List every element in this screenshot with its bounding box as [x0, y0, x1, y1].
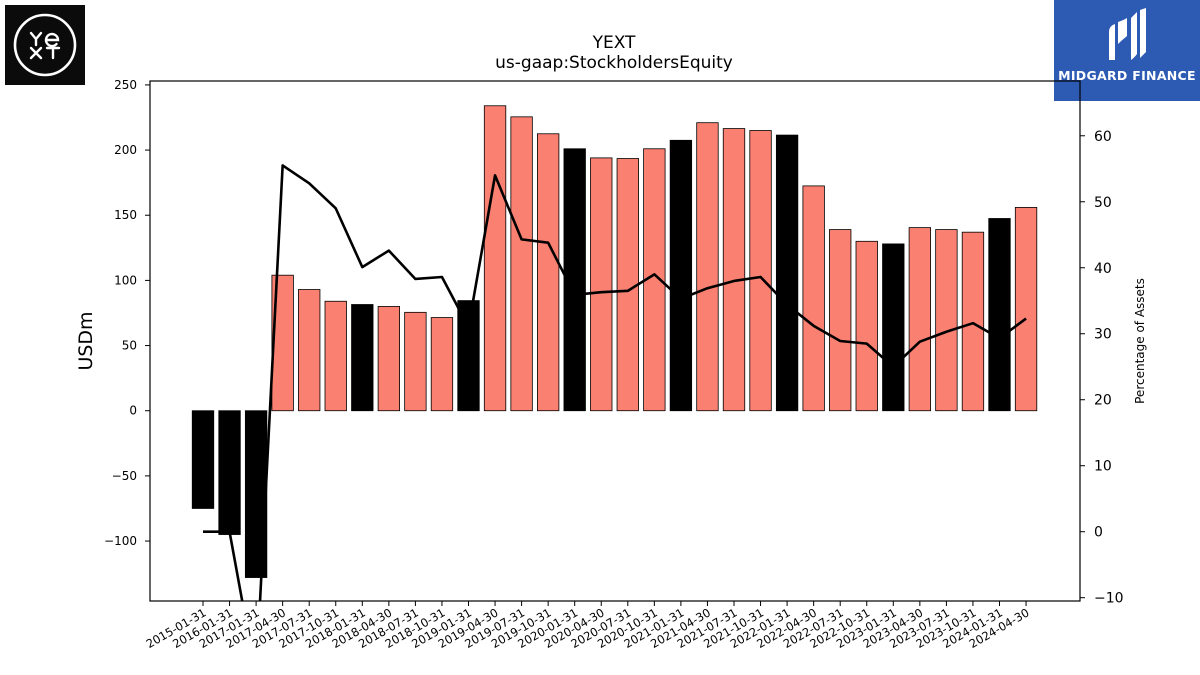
bar	[722, 128, 746, 412]
midgard-logo-mark	[1109, 8, 1146, 60]
bar	[271, 274, 294, 412]
left-tick-label: −100	[104, 534, 137, 548]
bar	[537, 133, 560, 412]
bar	[802, 185, 825, 412]
bar	[483, 105, 507, 412]
left-tick-label: −50	[112, 469, 137, 483]
bar	[855, 240, 878, 412]
bar	[988, 218, 1011, 412]
right-axis-label: Percentage of Assets	[1133, 278, 1147, 404]
brand-name: MIDGARD FINANCE	[1058, 68, 1196, 83]
right-tick-label: 40	[1094, 261, 1112, 277]
left-tick-label: 50	[122, 339, 137, 353]
bar	[775, 134, 799, 412]
left-axis-label: USDm	[75, 311, 97, 370]
line-series	[203, 164, 1027, 601]
x-axis: 2015-01-312016-01-312017-01-312017-04-30…	[144, 601, 1032, 651]
bar	[430, 317, 454, 412]
right-tick-label: 10	[1094, 459, 1112, 475]
bar	[563, 148, 586, 412]
bar	[961, 231, 985, 412]
bar	[457, 300, 480, 412]
bar	[669, 139, 693, 412]
bar	[218, 410, 241, 535]
bar	[696, 122, 719, 412]
bar	[935, 229, 958, 412]
bar	[829, 229, 852, 412]
bar	[749, 130, 772, 412]
left-tick-label: 200	[114, 143, 137, 157]
plot-frame	[149, 80, 1081, 602]
bar-series	[191, 105, 1038, 578]
percentage-line	[203, 164, 1027, 601]
bar	[404, 311, 427, 412]
right-axis: −10 0 10 20 30 40 50 60	[1080, 129, 1124, 607]
yext-logo-mark	[13, 13, 77, 77]
left-tick-label: 250	[114, 78, 137, 92]
left-axis: −100 −50 0 50 100 150 200 250	[104, 78, 150, 548]
bar	[191, 410, 215, 509]
chart-title: YEXT	[592, 33, 636, 53]
bar	[1014, 207, 1038, 412]
right-tick-label: 0	[1094, 525, 1103, 541]
right-tick-label: 30	[1094, 327, 1112, 343]
bar	[324, 300, 347, 412]
bar	[298, 289, 321, 412]
chart-subtitle: us-gaap:StockholdersEquity	[495, 53, 733, 73]
midgard-finance-logo: MIDGARD FINANCE	[1054, 0, 1200, 101]
left-tick-label: 0	[129, 404, 137, 418]
bar	[510, 116, 533, 412]
left-tick-label: 150	[114, 208, 137, 222]
right-tick-label: 20	[1094, 393, 1112, 409]
bar	[908, 227, 931, 412]
bar	[351, 304, 374, 412]
bar	[377, 306, 401, 412]
yext-logo	[5, 5, 85, 85]
right-tick-label: 60	[1094, 129, 1112, 145]
bar	[590, 157, 613, 412]
left-tick-label: 100	[114, 273, 137, 287]
bar	[616, 158, 639, 412]
right-tick-label: 50	[1094, 195, 1112, 211]
bar	[882, 243, 905, 412]
right-tick-label: −10	[1094, 591, 1124, 607]
